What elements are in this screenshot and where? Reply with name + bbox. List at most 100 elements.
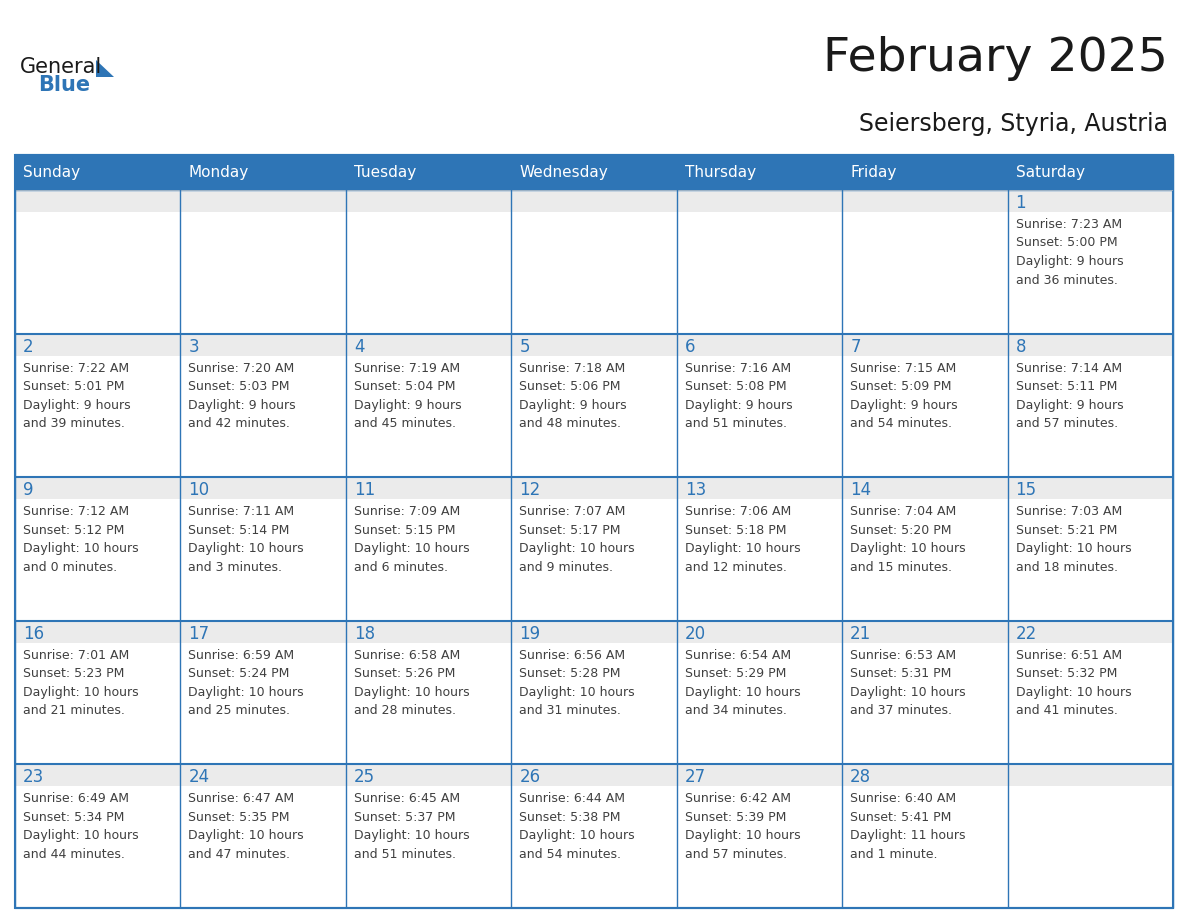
Bar <box>15 190 181 212</box>
Text: Sunrise: 7:20 AM
Sunset: 5:03 PM
Daylight: 9 hours
and 42 minutes.: Sunrise: 7:20 AM Sunset: 5:03 PM Dayligh… <box>189 362 296 431</box>
Text: 25: 25 <box>354 768 375 787</box>
Bar <box>842 643 1007 765</box>
Text: 11: 11 <box>354 481 375 499</box>
Text: Sunrise: 7:22 AM
Sunset: 5:01 PM
Daylight: 9 hours
and 39 minutes.: Sunrise: 7:22 AM Sunset: 5:01 PM Dayligh… <box>23 362 131 431</box>
Bar <box>181 155 346 190</box>
Bar <box>181 212 346 333</box>
Text: Sunrise: 7:06 AM
Sunset: 5:18 PM
Daylight: 10 hours
and 12 minutes.: Sunrise: 7:06 AM Sunset: 5:18 PM Dayligh… <box>684 505 801 574</box>
Text: Sunrise: 6:59 AM
Sunset: 5:24 PM
Daylight: 10 hours
and 25 minutes.: Sunrise: 6:59 AM Sunset: 5:24 PM Dayligh… <box>189 649 304 717</box>
Text: Sunrise: 6:49 AM
Sunset: 5:34 PM
Daylight: 10 hours
and 44 minutes.: Sunrise: 6:49 AM Sunset: 5:34 PM Dayligh… <box>23 792 139 861</box>
Text: Sunrise: 6:56 AM
Sunset: 5:28 PM
Daylight: 10 hours
and 31 minutes.: Sunrise: 6:56 AM Sunset: 5:28 PM Dayligh… <box>519 649 634 717</box>
Text: Sunrise: 7:12 AM
Sunset: 5:12 PM
Daylight: 10 hours
and 0 minutes.: Sunrise: 7:12 AM Sunset: 5:12 PM Dayligh… <box>23 505 139 574</box>
Text: Blue: Blue <box>38 75 90 95</box>
Text: 18: 18 <box>354 625 375 643</box>
Bar <box>677 333 842 355</box>
Text: 20: 20 <box>684 625 706 643</box>
Bar <box>511 477 677 499</box>
Bar <box>181 643 346 765</box>
Bar <box>511 499 677 621</box>
Bar <box>511 621 677 643</box>
Bar <box>677 155 842 190</box>
Text: Sunrise: 6:51 AM
Sunset: 5:32 PM
Daylight: 10 hours
and 41 minutes.: Sunrise: 6:51 AM Sunset: 5:32 PM Dayligh… <box>1016 649 1131 717</box>
Bar <box>842 355 1007 477</box>
Bar <box>511 765 677 787</box>
Text: 21: 21 <box>851 625 871 643</box>
Text: 3: 3 <box>189 338 200 355</box>
Bar <box>181 333 346 355</box>
Text: 13: 13 <box>684 481 706 499</box>
Bar <box>15 155 1173 908</box>
Bar <box>511 643 677 765</box>
Text: February 2025: February 2025 <box>823 37 1168 82</box>
Text: 14: 14 <box>851 481 871 499</box>
Text: Thursday: Thursday <box>684 165 756 180</box>
Bar <box>677 355 842 477</box>
Bar <box>346 643 511 765</box>
Text: 17: 17 <box>189 625 209 643</box>
Text: 7: 7 <box>851 338 860 355</box>
Text: Sunrise: 6:42 AM
Sunset: 5:39 PM
Daylight: 10 hours
and 57 minutes.: Sunrise: 6:42 AM Sunset: 5:39 PM Dayligh… <box>684 792 801 861</box>
Bar <box>511 787 677 908</box>
Text: Sunrise: 6:44 AM
Sunset: 5:38 PM
Daylight: 10 hours
and 54 minutes.: Sunrise: 6:44 AM Sunset: 5:38 PM Dayligh… <box>519 792 634 861</box>
Bar <box>15 765 181 787</box>
Text: 15: 15 <box>1016 481 1037 499</box>
Bar <box>181 477 346 499</box>
Bar <box>346 190 511 212</box>
Text: Friday: Friday <box>851 165 897 180</box>
Bar <box>1007 621 1173 643</box>
Bar <box>181 190 346 212</box>
Bar <box>181 787 346 908</box>
Text: 5: 5 <box>519 338 530 355</box>
Text: Sunrise: 7:07 AM
Sunset: 5:17 PM
Daylight: 10 hours
and 9 minutes.: Sunrise: 7:07 AM Sunset: 5:17 PM Dayligh… <box>519 505 634 574</box>
Text: 1: 1 <box>1016 194 1026 212</box>
Text: Sunrise: 7:16 AM
Sunset: 5:08 PM
Daylight: 9 hours
and 51 minutes.: Sunrise: 7:16 AM Sunset: 5:08 PM Dayligh… <box>684 362 792 431</box>
Text: Sunrise: 7:09 AM
Sunset: 5:15 PM
Daylight: 10 hours
and 6 minutes.: Sunrise: 7:09 AM Sunset: 5:15 PM Dayligh… <box>354 505 469 574</box>
Text: 10: 10 <box>189 481 209 499</box>
Text: Sunrise: 7:11 AM
Sunset: 5:14 PM
Daylight: 10 hours
and 3 minutes.: Sunrise: 7:11 AM Sunset: 5:14 PM Dayligh… <box>189 505 304 574</box>
Bar <box>1007 190 1173 212</box>
Bar <box>15 355 181 477</box>
Bar <box>1007 355 1173 477</box>
Bar <box>181 499 346 621</box>
Text: Sunrise: 6:54 AM
Sunset: 5:29 PM
Daylight: 10 hours
and 34 minutes.: Sunrise: 6:54 AM Sunset: 5:29 PM Dayligh… <box>684 649 801 717</box>
Bar <box>346 155 511 190</box>
Text: Saturday: Saturday <box>1016 165 1085 180</box>
Text: Sunrise: 7:23 AM
Sunset: 5:00 PM
Daylight: 9 hours
and 36 minutes.: Sunrise: 7:23 AM Sunset: 5:00 PM Dayligh… <box>1016 218 1123 286</box>
Bar <box>1007 477 1173 499</box>
Bar <box>677 212 842 333</box>
Bar <box>511 355 677 477</box>
Bar <box>842 621 1007 643</box>
Text: 26: 26 <box>519 768 541 787</box>
Bar <box>677 190 842 212</box>
Bar <box>346 355 511 477</box>
Text: 24: 24 <box>189 768 209 787</box>
Bar <box>346 765 511 787</box>
Bar <box>842 212 1007 333</box>
Bar <box>842 477 1007 499</box>
Polygon shape <box>96 61 114 77</box>
Text: Wednesday: Wednesday <box>519 165 608 180</box>
Bar <box>677 643 842 765</box>
Bar <box>346 477 511 499</box>
Bar <box>842 499 1007 621</box>
Text: 2: 2 <box>23 338 33 355</box>
Text: 22: 22 <box>1016 625 1037 643</box>
Text: 16: 16 <box>23 625 44 643</box>
Bar <box>1007 765 1173 787</box>
Bar <box>1007 643 1173 765</box>
Text: Sunrise: 6:45 AM
Sunset: 5:37 PM
Daylight: 10 hours
and 51 minutes.: Sunrise: 6:45 AM Sunset: 5:37 PM Dayligh… <box>354 792 469 861</box>
Text: Sunrise: 6:47 AM
Sunset: 5:35 PM
Daylight: 10 hours
and 47 minutes.: Sunrise: 6:47 AM Sunset: 5:35 PM Dayligh… <box>189 792 304 861</box>
Bar <box>511 155 677 190</box>
Text: Sunrise: 7:01 AM
Sunset: 5:23 PM
Daylight: 10 hours
and 21 minutes.: Sunrise: 7:01 AM Sunset: 5:23 PM Dayligh… <box>23 649 139 717</box>
Text: 6: 6 <box>684 338 695 355</box>
Bar <box>346 499 511 621</box>
Bar <box>1007 499 1173 621</box>
Text: 19: 19 <box>519 625 541 643</box>
Bar <box>1007 212 1173 333</box>
Bar <box>1007 787 1173 908</box>
Bar <box>15 621 181 643</box>
Bar <box>842 155 1007 190</box>
Bar <box>15 643 181 765</box>
Bar <box>677 787 842 908</box>
Text: Sunrise: 7:18 AM
Sunset: 5:06 PM
Daylight: 9 hours
and 48 minutes.: Sunrise: 7:18 AM Sunset: 5:06 PM Dayligh… <box>519 362 627 431</box>
